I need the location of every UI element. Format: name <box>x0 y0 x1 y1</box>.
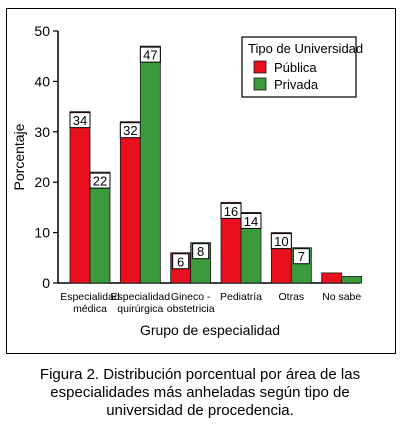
data-label-publica: 10 <box>274 234 288 249</box>
x-tick-label: No sabe <box>322 291 361 303</box>
data-label-box <box>270 233 292 250</box>
bar-publica <box>321 272 343 284</box>
y-tick-label: 40 <box>34 73 50 89</box>
data-label-box <box>292 248 310 265</box>
data-label-box <box>69 112 91 129</box>
data-label-privada: 7 <box>298 249 305 264</box>
y-tick-label: 30 <box>34 124 50 140</box>
x-axis-title: Grupo de especialidad <box>140 322 280 338</box>
data-label-box <box>89 172 111 189</box>
bar-privada <box>89 171 111 284</box>
legend-label-privada: Privada <box>274 77 319 92</box>
bar-privada <box>139 45 161 284</box>
figure-caption: Figura 2. Distribución porcentual por ár… <box>39 366 361 419</box>
chart-frame <box>6 8 396 354</box>
data-label-publica: 6 <box>177 254 184 269</box>
data-label-publica: 34 <box>73 113 87 128</box>
bar-privada <box>341 276 363 284</box>
data-label-publica: 32 <box>123 123 137 138</box>
data-label-publica: 16 <box>224 204 238 219</box>
y-axis-title: Porcentaje <box>11 123 27 190</box>
bar-publica <box>119 121 141 284</box>
legend-title: Tipo de Universidad <box>248 41 363 56</box>
data-label-box <box>139 46 161 63</box>
y-tick-label: 50 <box>34 23 50 39</box>
bar-publica <box>69 111 91 284</box>
legend-swatch-publica <box>253 60 267 74</box>
x-tick-label: Especialidad <box>111 291 171 303</box>
data-label-privada: 47 <box>143 48 157 63</box>
x-tick-label: Especialidad <box>60 291 120 303</box>
x-tick-label: Otras <box>278 291 304 303</box>
data-label-box <box>172 253 190 270</box>
data-label-privada: 14 <box>244 214 258 229</box>
y-tick-label: 20 <box>34 174 50 190</box>
data-label-box <box>192 243 210 260</box>
x-tick-label: Pediatría <box>220 291 262 303</box>
legend-swatch-privada <box>253 77 267 91</box>
bar-chart: 01020304050Porcentaje3422Especialidadméd… <box>11 23 363 338</box>
bar-privada <box>240 212 262 284</box>
x-tick-label: quirúrgica <box>117 303 163 315</box>
data-label-privada: 22 <box>93 174 107 189</box>
legend-label-publica: Pública <box>274 60 317 75</box>
x-tick-label: Gineco - <box>171 291 211 303</box>
data-label-privada: 8 <box>197 244 204 259</box>
x-tick-label: médica <box>73 303 107 315</box>
y-tick-label: 10 <box>34 225 50 241</box>
y-tick-label: 0 <box>42 275 50 291</box>
x-tick-label: obstetricia <box>167 303 215 315</box>
data-label-box <box>240 212 262 229</box>
data-label-box <box>220 202 242 219</box>
